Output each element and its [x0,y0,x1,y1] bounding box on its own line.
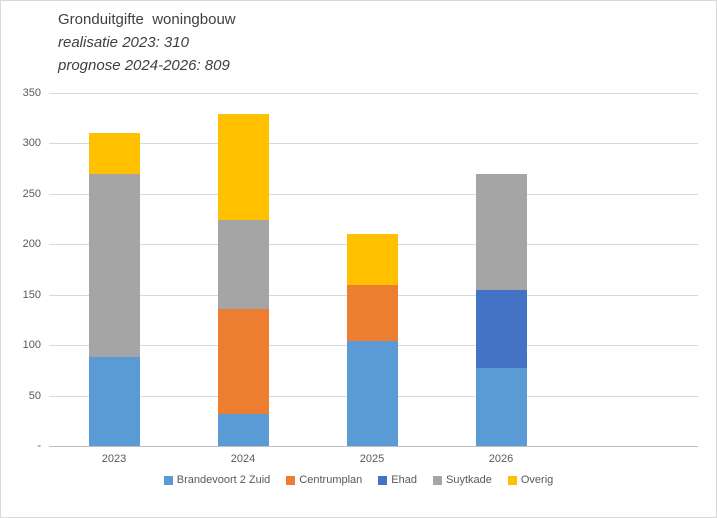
x-axis-tick-label: 2025 [359,453,385,465]
x-axis-line [49,446,698,447]
legend-item-brandevoort-2-zuid: Brandevoort 2 Zuid [163,474,271,486]
bar-segment-suytkade [475,173,527,290]
legend-swatch [432,475,442,485]
bar-segment-brandevoort-2-zuid [346,341,398,446]
y-axis-tick-label: - [37,440,41,452]
gridline [49,93,698,94]
legend-swatch [163,475,173,485]
bar-segment-centrumplan [217,308,269,414]
bar-segment-overig [217,114,269,221]
bar-segment-ehad [475,289,527,369]
bar-segment-brandevoort-2-zuid [217,413,269,446]
y-axis-tick-label: 300 [22,137,41,150]
y-axis-tick-label: 100 [22,339,41,352]
legend-swatch [378,475,388,485]
y-axis-tick-label: 50 [28,389,41,402]
bar-segment-suytkade [88,173,140,358]
legend-item-overig: Overig [507,474,554,486]
legend: Brandevoort 2 Zuid Centrumplan Ehad Suytkad… [1,474,716,486]
x-axis-tick-label: 2023 [101,453,127,465]
legend-swatch [507,475,517,485]
y-axis-tick-label: 250 [22,187,41,200]
gridline [49,193,698,195]
legend-item-ehad: Ehad [378,474,417,486]
chart-subtitle-realisatie: realisatie 2023: 310 [58,34,189,51]
bar-segment-brandevoort-2-zuid [88,357,140,446]
legend-label: Brandevoort 2 Zuid [176,474,271,486]
legend-label: Centrumplan [299,474,363,486]
legend-label: Ehad [391,474,417,486]
y-axis-tick-label: 200 [22,238,41,251]
bar-segment-suytkade [217,220,269,309]
legend-item-suytkade: Suytkade [432,474,492,486]
bar-segment-overig [346,234,398,285]
legend-item-centrumplan: Centrumplan [286,474,362,486]
x-axis-tick-label: 2026 [488,453,514,465]
chart-subtitle-prognose: prognose 2024-2026: 809 [58,57,230,74]
legend-label: Suytkade [445,474,492,486]
bar-segment-centrumplan [346,284,398,342]
chart-title: Gronduitgifte woningbouw [58,11,236,28]
y-axis-tick-label: 350 [22,87,41,99]
legend-label: Overig [520,474,554,486]
x-axis-tick-label: 2024 [230,453,256,465]
legend-swatch [286,475,296,485]
bar-segment-overig [88,133,140,174]
y-axis-tick-label: 150 [22,288,41,301]
bar-segment-brandevoort-2-zuid [475,368,527,446]
gridline [49,143,698,145]
